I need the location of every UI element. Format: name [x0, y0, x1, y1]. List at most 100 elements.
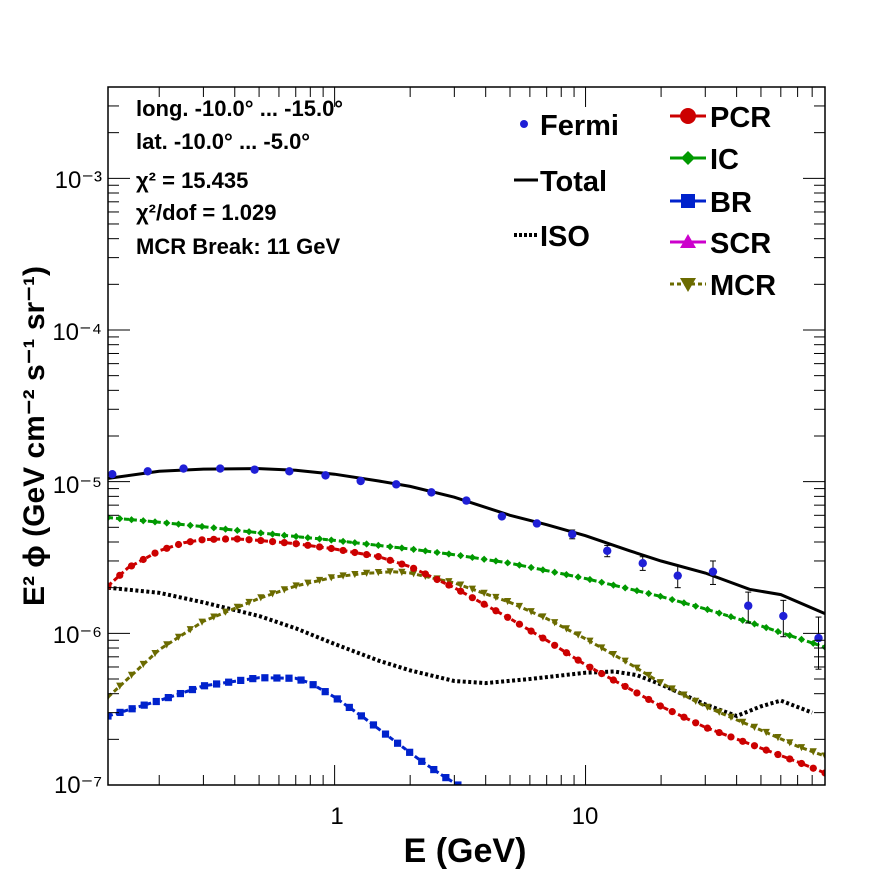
mcr-marker	[633, 664, 641, 672]
br-marker	[237, 676, 245, 684]
ic-marker	[292, 532, 300, 541]
br-marker	[273, 674, 281, 682]
br-marker	[454, 781, 462, 785]
ic-marker	[198, 522, 206, 531]
pcr-marker	[163, 544, 171, 552]
br-marker	[225, 678, 233, 686]
br-marker	[345, 703, 353, 712]
mcr-marker	[163, 641, 171, 649]
pcr-marker	[574, 656, 582, 664]
pcr-marker	[268, 537, 277, 546]
pcr-marker	[327, 544, 335, 553]
br-marker	[164, 693, 172, 702]
fermi-data-point	[532, 519, 542, 528]
pcr-marker	[715, 728, 723, 737]
mcr-marker	[198, 618, 206, 626]
series-br	[108, 674, 462, 785]
br-marker	[128, 705, 136, 713]
pcr-marker	[433, 575, 441, 584]
fermi-data-point	[427, 488, 436, 497]
pcr-marker	[139, 555, 147, 564]
mcr-marker	[680, 691, 688, 699]
fermi-data-point	[673, 571, 682, 580]
pcr-marker	[750, 742, 759, 750]
ic-marker	[762, 624, 770, 632]
mcr-marker	[245, 598, 253, 607]
br-marker	[285, 674, 293, 682]
mcr-marker	[108, 693, 112, 701]
pcr-marker	[645, 695, 653, 704]
pcr-marker	[245, 536, 253, 544]
ic-marker	[398, 544, 406, 552]
mcr-marker	[515, 602, 523, 611]
legend-label-scr: SCR	[710, 228, 771, 260]
ic-marker	[692, 602, 700, 610]
ic-marker	[574, 573, 582, 581]
ic-marker	[362, 540, 371, 548]
ic-marker	[151, 518, 159, 526]
ic-marker	[127, 516, 136, 524]
legend-label-ic: IC	[710, 144, 739, 176]
fermi-data-point	[250, 465, 259, 474]
fermi-data-point	[568, 530, 577, 539]
series-layer	[108, 464, 825, 785]
fermi-data-point	[356, 476, 365, 486]
pcr-marker	[480, 600, 488, 608]
pcr-marker	[727, 733, 735, 741]
ic-marker	[374, 541, 382, 549]
pcr-marker	[280, 539, 288, 547]
y-tick-label-1e-5: 10⁻⁵	[53, 472, 102, 499]
mcr-marker	[774, 734, 782, 742]
fermi-data-point	[321, 471, 330, 480]
mcr-marker	[362, 569, 371, 577]
ic-marker	[786, 631, 794, 640]
br-marker	[357, 712, 365, 720]
pcr-marker	[703, 724, 712, 732]
mcr-marker	[750, 723, 759, 731]
ic-marker	[245, 528, 253, 536]
mcr-marker	[221, 608, 230, 616]
pcr-marker	[374, 553, 382, 561]
legend-marker-br	[681, 194, 695, 208]
pcr-marker	[586, 663, 594, 671]
fermi-data-point	[779, 611, 788, 621]
ic-marker	[586, 575, 594, 584]
ic-marker	[797, 635, 806, 643]
mcr-marker	[692, 697, 700, 705]
legend-label-iso: ISO	[540, 221, 590, 253]
pcr-marker	[457, 587, 465, 595]
y-tick-label-1e-3: 10⁻³	[55, 167, 102, 194]
br-marker	[369, 721, 378, 729]
ic-marker	[504, 559, 512, 567]
pcr-marker	[562, 649, 571, 657]
ic-marker	[668, 595, 676, 604]
mcr-marker	[621, 657, 629, 665]
mcr-marker	[257, 594, 265, 602]
ic-marker	[339, 537, 347, 545]
pcr-marker	[174, 540, 183, 549]
pcr-marker	[186, 538, 194, 546]
mcr-marker	[656, 679, 665, 687]
fermi-data-point	[744, 601, 753, 610]
fermi-data-point	[603, 546, 612, 556]
pcr-marker	[292, 540, 300, 548]
pcr-marker	[821, 769, 825, 777]
mcr-marker	[139, 660, 147, 669]
fermi-data-point	[285, 467, 294, 476]
mcr-marker	[527, 608, 535, 616]
fermi-data-point	[708, 567, 718, 576]
pcr-marker	[551, 641, 559, 649]
legend-marker-fermi	[520, 120, 528, 128]
pcr-marker	[809, 764, 817, 772]
ic-marker	[280, 531, 288, 539]
mcr-marker	[786, 739, 794, 747]
mcr-marker	[797, 744, 806, 752]
ic-marker	[233, 526, 241, 535]
x-axis-title: E (GeV)	[404, 832, 527, 870]
mcr-marker	[127, 671, 136, 679]
legend-label-br: BR	[710, 187, 752, 219]
mcr-marker	[398, 568, 406, 576]
pcr-marker	[468, 594, 476, 602]
ic-marker	[445, 550, 453, 558]
legend-marker-scr	[680, 234, 696, 248]
